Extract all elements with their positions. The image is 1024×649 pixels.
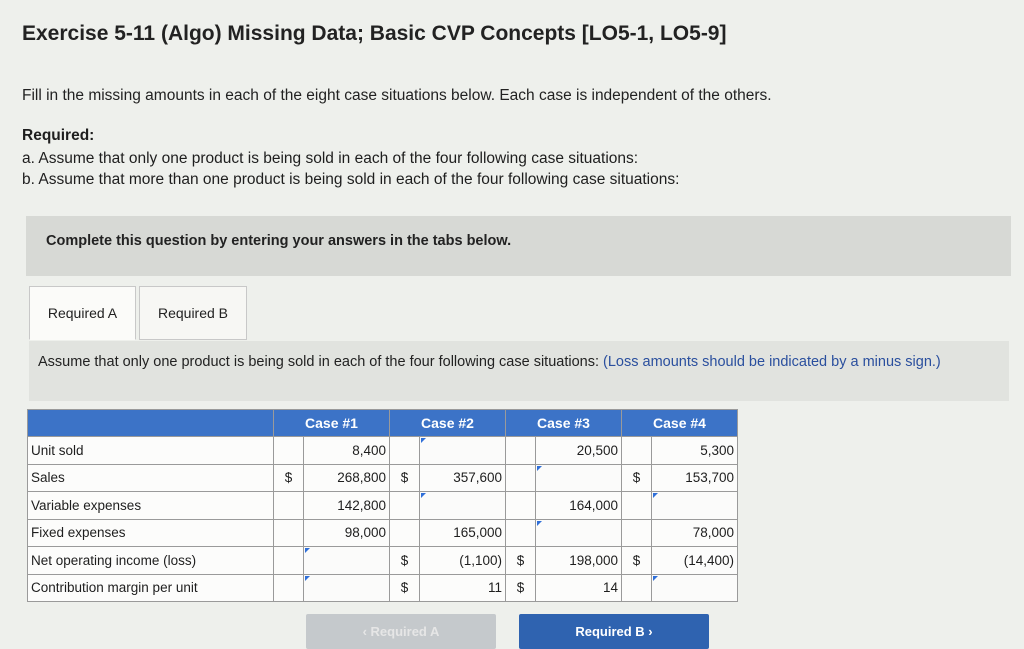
given-value: (14,400) [651,546,738,575]
row-label: Contribution margin per unit [27,573,274,602]
dollar-sign: $ [505,546,536,575]
given-value: 268,800 [303,463,390,492]
dollar-sign: $ [389,546,420,575]
dollar-sign: $ [621,463,652,492]
dollar-sign [505,463,536,492]
table-row: Net operating income (loss) $ (1,100) $198,… [27,546,738,575]
tab-instruction: Assume that only one product is being so… [38,353,1003,372]
header-case-2: Case #2 [389,409,506,437]
given-value: 8,400 [303,436,390,465]
dollar-sign [273,573,304,602]
banner-text: Complete this question by entering your … [46,233,512,249]
row-label: Unit sold [27,436,274,465]
row-label: Variable expenses [27,491,274,520]
given-value: 357,600 [419,463,506,492]
given-value: 11 [419,573,506,602]
row-label: Net operating income (loss) [27,546,274,575]
dollar-sign [621,573,652,602]
dollar-sign: $ [273,463,304,492]
header-blank [27,409,274,437]
dollar-sign: $ [389,573,420,602]
next-required-b-button[interactable]: Required B › [519,614,709,649]
loss-note: (Loss amounts should be indicated by a m… [603,354,941,370]
answer-input[interactable] [303,546,390,575]
table-row: Sales $268,800 $357,600 $153,700 [27,463,738,492]
table-row: Contribution margin per unit $11 $14 [27,573,738,602]
dollar-sign [273,518,304,547]
answer-input[interactable] [651,491,738,520]
header-case-4: Case #4 [621,409,738,437]
answer-input[interactable] [535,518,622,547]
given-value: 78,000 [651,518,738,547]
given-value: 14 [535,573,622,602]
given-value: 165,000 [419,518,506,547]
prev-required-a-button[interactable]: ‹ Required A [306,614,496,649]
answer-input[interactable] [419,436,506,465]
answer-input[interactable] [651,573,738,602]
header-case-1: Case #1 [273,409,390,437]
dollar-sign: $ [621,546,652,575]
tab-required-a[interactable]: Required A [29,286,136,340]
requirement-b-text: b. Assume that more than one product is … [22,171,680,188]
dollar-sign [389,436,420,465]
answer-input[interactable] [303,573,390,602]
given-value: 164,000 [535,491,622,520]
requirement-a-text: a. Assume that only one product is being… [22,150,639,167]
answer-input[interactable] [535,463,622,492]
dollar-sign [505,518,536,547]
dollar-sign [389,518,420,547]
table-row: Unit sold 8,400 20,500 5,300 [27,436,738,465]
tab-instruction-box: Assume that only one product is being so… [29,341,1009,401]
header-case-3: Case #3 [505,409,622,437]
dollar-sign [505,491,536,520]
given-value: 98,000 [303,518,390,547]
cvp-table: Case #1 Case #2 Case #3 Case #4 Unit sol… [27,409,738,602]
table-header-row: Case #1 Case #2 Case #3 Case #4 [27,409,738,437]
given-value: 20,500 [535,436,622,465]
required-heading: Required: [22,127,95,144]
answer-input[interactable] [419,491,506,520]
given-value: 153,700 [651,463,738,492]
dollar-sign [621,436,652,465]
dollar-sign: $ [389,463,420,492]
dollar-sign [273,436,304,465]
given-value: 142,800 [303,491,390,520]
row-label: Sales [27,463,274,492]
dollar-sign [273,546,304,575]
dollar-sign: $ [505,573,536,602]
dollar-sign [621,491,652,520]
dollar-sign [505,436,536,465]
instructions-banner: Complete this question by entering your … [26,216,1011,276]
dollar-sign [273,491,304,520]
intro-text: Fill in the missing amounts in each of t… [22,87,772,104]
given-value: 198,000 [535,546,622,575]
dollar-sign [621,518,652,547]
given-value: (1,100) [419,546,506,575]
table-row: Fixed expenses 98,000 165,000 78,000 [27,518,738,547]
row-label: Fixed expenses [27,518,274,547]
dollar-sign [389,491,420,520]
instruction-text: Assume that only one product is being so… [38,354,604,370]
tab-required-b[interactable]: Required B [139,286,247,340]
given-value: 5,300 [651,436,738,465]
exercise-title: Exercise 5-11 (Algo) Missing Data; Basic… [22,22,727,45]
table-row: Variable expenses 142,800 164,000 [27,491,738,520]
